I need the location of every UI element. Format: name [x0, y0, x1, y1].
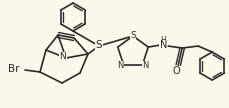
Text: N: N	[59, 52, 66, 61]
Text: N: N	[117, 61, 123, 70]
Text: N: N	[142, 61, 148, 70]
Text: H: H	[160, 36, 165, 45]
Text: Br: Br	[8, 64, 20, 74]
Text: O: O	[172, 66, 179, 76]
Text: S: S	[130, 30, 135, 40]
Text: N: N	[159, 40, 166, 50]
Text: S: S	[95, 40, 102, 50]
